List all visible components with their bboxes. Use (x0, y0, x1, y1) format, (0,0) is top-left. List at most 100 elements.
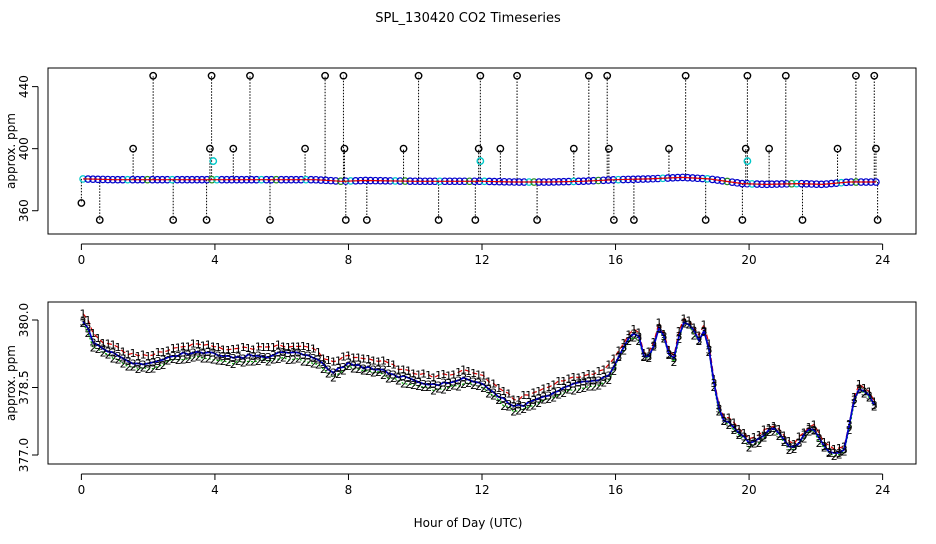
series-2-marker: 2 (170, 353, 177, 366)
series-2-marker: 2 (545, 393, 552, 406)
series-2-marker: 2 (690, 329, 697, 342)
x-axis-label: Hour of Day (UTC) (414, 516, 523, 530)
series-3-marker: 3 (465, 374, 472, 387)
series-2-marker: 2 (776, 430, 783, 443)
series-3-marker: 3 (150, 356, 157, 369)
series-2-marker: 2 (495, 394, 502, 407)
series-2-marker: 2 (455, 380, 462, 393)
series-1-marker: 1 (811, 418, 818, 431)
series-1-marker: 1 (545, 381, 552, 394)
series-2-marker: 2 (620, 344, 627, 357)
series-3-marker: 3 (380, 363, 387, 376)
series-3-marker: 3 (685, 319, 692, 332)
series-1-marker: 1 (756, 429, 763, 442)
series-3-marker: 3 (721, 415, 728, 428)
series-3-marker: 3 (250, 350, 257, 363)
outlier-point (77, 199, 86, 207)
outlier-point (870, 71, 879, 80)
series-2-marker: 2 (645, 352, 652, 365)
series-2-marker: 2 (665, 349, 672, 362)
series-2-marker: 2 (255, 355, 262, 368)
series-3-marker: 3 (821, 440, 828, 453)
outlier-point (765, 144, 774, 153)
series-2-marker: 2 (300, 355, 307, 368)
outlier-point (741, 144, 750, 153)
series-3-marker: 3 (180, 346, 187, 359)
outlier-point (362, 216, 371, 224)
series-3-marker: 3 (575, 377, 582, 390)
outlier-point (873, 216, 882, 224)
series-1-marker: 1 (806, 421, 813, 434)
series-2-marker: 2 (821, 442, 828, 455)
series-3-marker: 3 (746, 437, 753, 450)
series-2-marker: 2 (791, 443, 798, 456)
series-1-marker: 1 (210, 341, 217, 354)
series-3-marker: 3 (640, 350, 647, 363)
series-2-marker: 2 (861, 388, 868, 401)
series-3-marker: 3 (470, 376, 477, 389)
series-3-marker: 3 (120, 352, 127, 365)
series-1-marker: 1 (690, 322, 697, 335)
series-1-marker: 1 (766, 422, 773, 435)
series-1-marker: 1 (520, 389, 527, 402)
series-1-marker: 1 (170, 342, 177, 355)
bottom-y-tick-label: 378.5 (17, 370, 31, 404)
series-2-marker: 2 (95, 343, 102, 356)
series-3-marker: 3 (475, 376, 482, 389)
series-2-marker: 2 (225, 356, 232, 369)
series-3-marker: 3 (776, 427, 783, 440)
series-3-marker: 3 (600, 371, 607, 384)
top-y-axis-label: approx. ppm (4, 113, 18, 189)
series-3-marker: 3 (210, 347, 217, 360)
top-x-axis: 0 4 8 12 16 20 24 (78, 243, 890, 267)
series-3-marker: 3 (530, 394, 537, 407)
series-1-marker: 1 (300, 340, 307, 353)
series-3-marker: 3 (826, 446, 833, 459)
series-1-marker: 1 (290, 340, 297, 353)
series-3-marker: 3 (630, 328, 637, 341)
series-2-marker: 2 (140, 361, 147, 374)
series-2-marker: 2 (310, 357, 317, 370)
series-1-marker: 1 (510, 394, 517, 407)
series-3-marker: 3 (625, 332, 632, 345)
outlier-point (833, 144, 842, 153)
series-1-marker: 1 (781, 430, 788, 443)
series-1-marker: 1 (405, 364, 412, 377)
bottom-x-tick-label: 16 (608, 483, 623, 497)
series-1-marker: 1 (530, 387, 537, 400)
series-1-marker: 1 (365, 353, 372, 366)
series-1-marker: 1 (380, 354, 387, 367)
series-3-marker: 3 (400, 370, 407, 383)
series-3-marker: 3 (205, 346, 212, 359)
series-3-marker: 3 (320, 358, 327, 371)
series-2-marker: 2 (245, 355, 252, 368)
series-3-marker: 3 (240, 352, 247, 365)
outlier-point (399, 144, 408, 153)
series-3-marker: 3 (495, 391, 502, 404)
series-1-marker: 1 (135, 350, 142, 363)
outlier-point (229, 144, 238, 153)
series-1-marker: 1 (635, 327, 642, 340)
series-3-marker: 3 (410, 374, 417, 387)
top-x-tick-label: 16 (608, 253, 623, 267)
outlier-point (95, 216, 104, 224)
series-2-marker: 2 (355, 363, 362, 376)
bottom-x-tick-label: 8 (345, 483, 353, 497)
series-2-marker: 2 (435, 383, 442, 396)
series-1-marker: 1 (415, 369, 422, 382)
series-1-marker: 1 (435, 369, 442, 382)
series-1-marker: 1 (550, 379, 557, 392)
series-2-marker: 2 (360, 365, 367, 378)
bottom-x-tick-label: 12 (474, 483, 489, 497)
series-1-marker: 1 (115, 341, 122, 354)
series-2-marker: 2 (385, 372, 392, 385)
series-1-marker: 1 (295, 340, 302, 353)
series-3-marker: 3 (510, 400, 517, 413)
series-3-marker: 3 (701, 325, 708, 338)
series-1-marker: 1 (625, 328, 632, 341)
series-3-marker: 3 (766, 423, 773, 436)
top-x-tick-label: 24 (875, 253, 890, 267)
series-1-marker: 1 (831, 443, 838, 456)
series-3-marker: 3 (741, 431, 748, 444)
outlier-point (569, 144, 578, 153)
